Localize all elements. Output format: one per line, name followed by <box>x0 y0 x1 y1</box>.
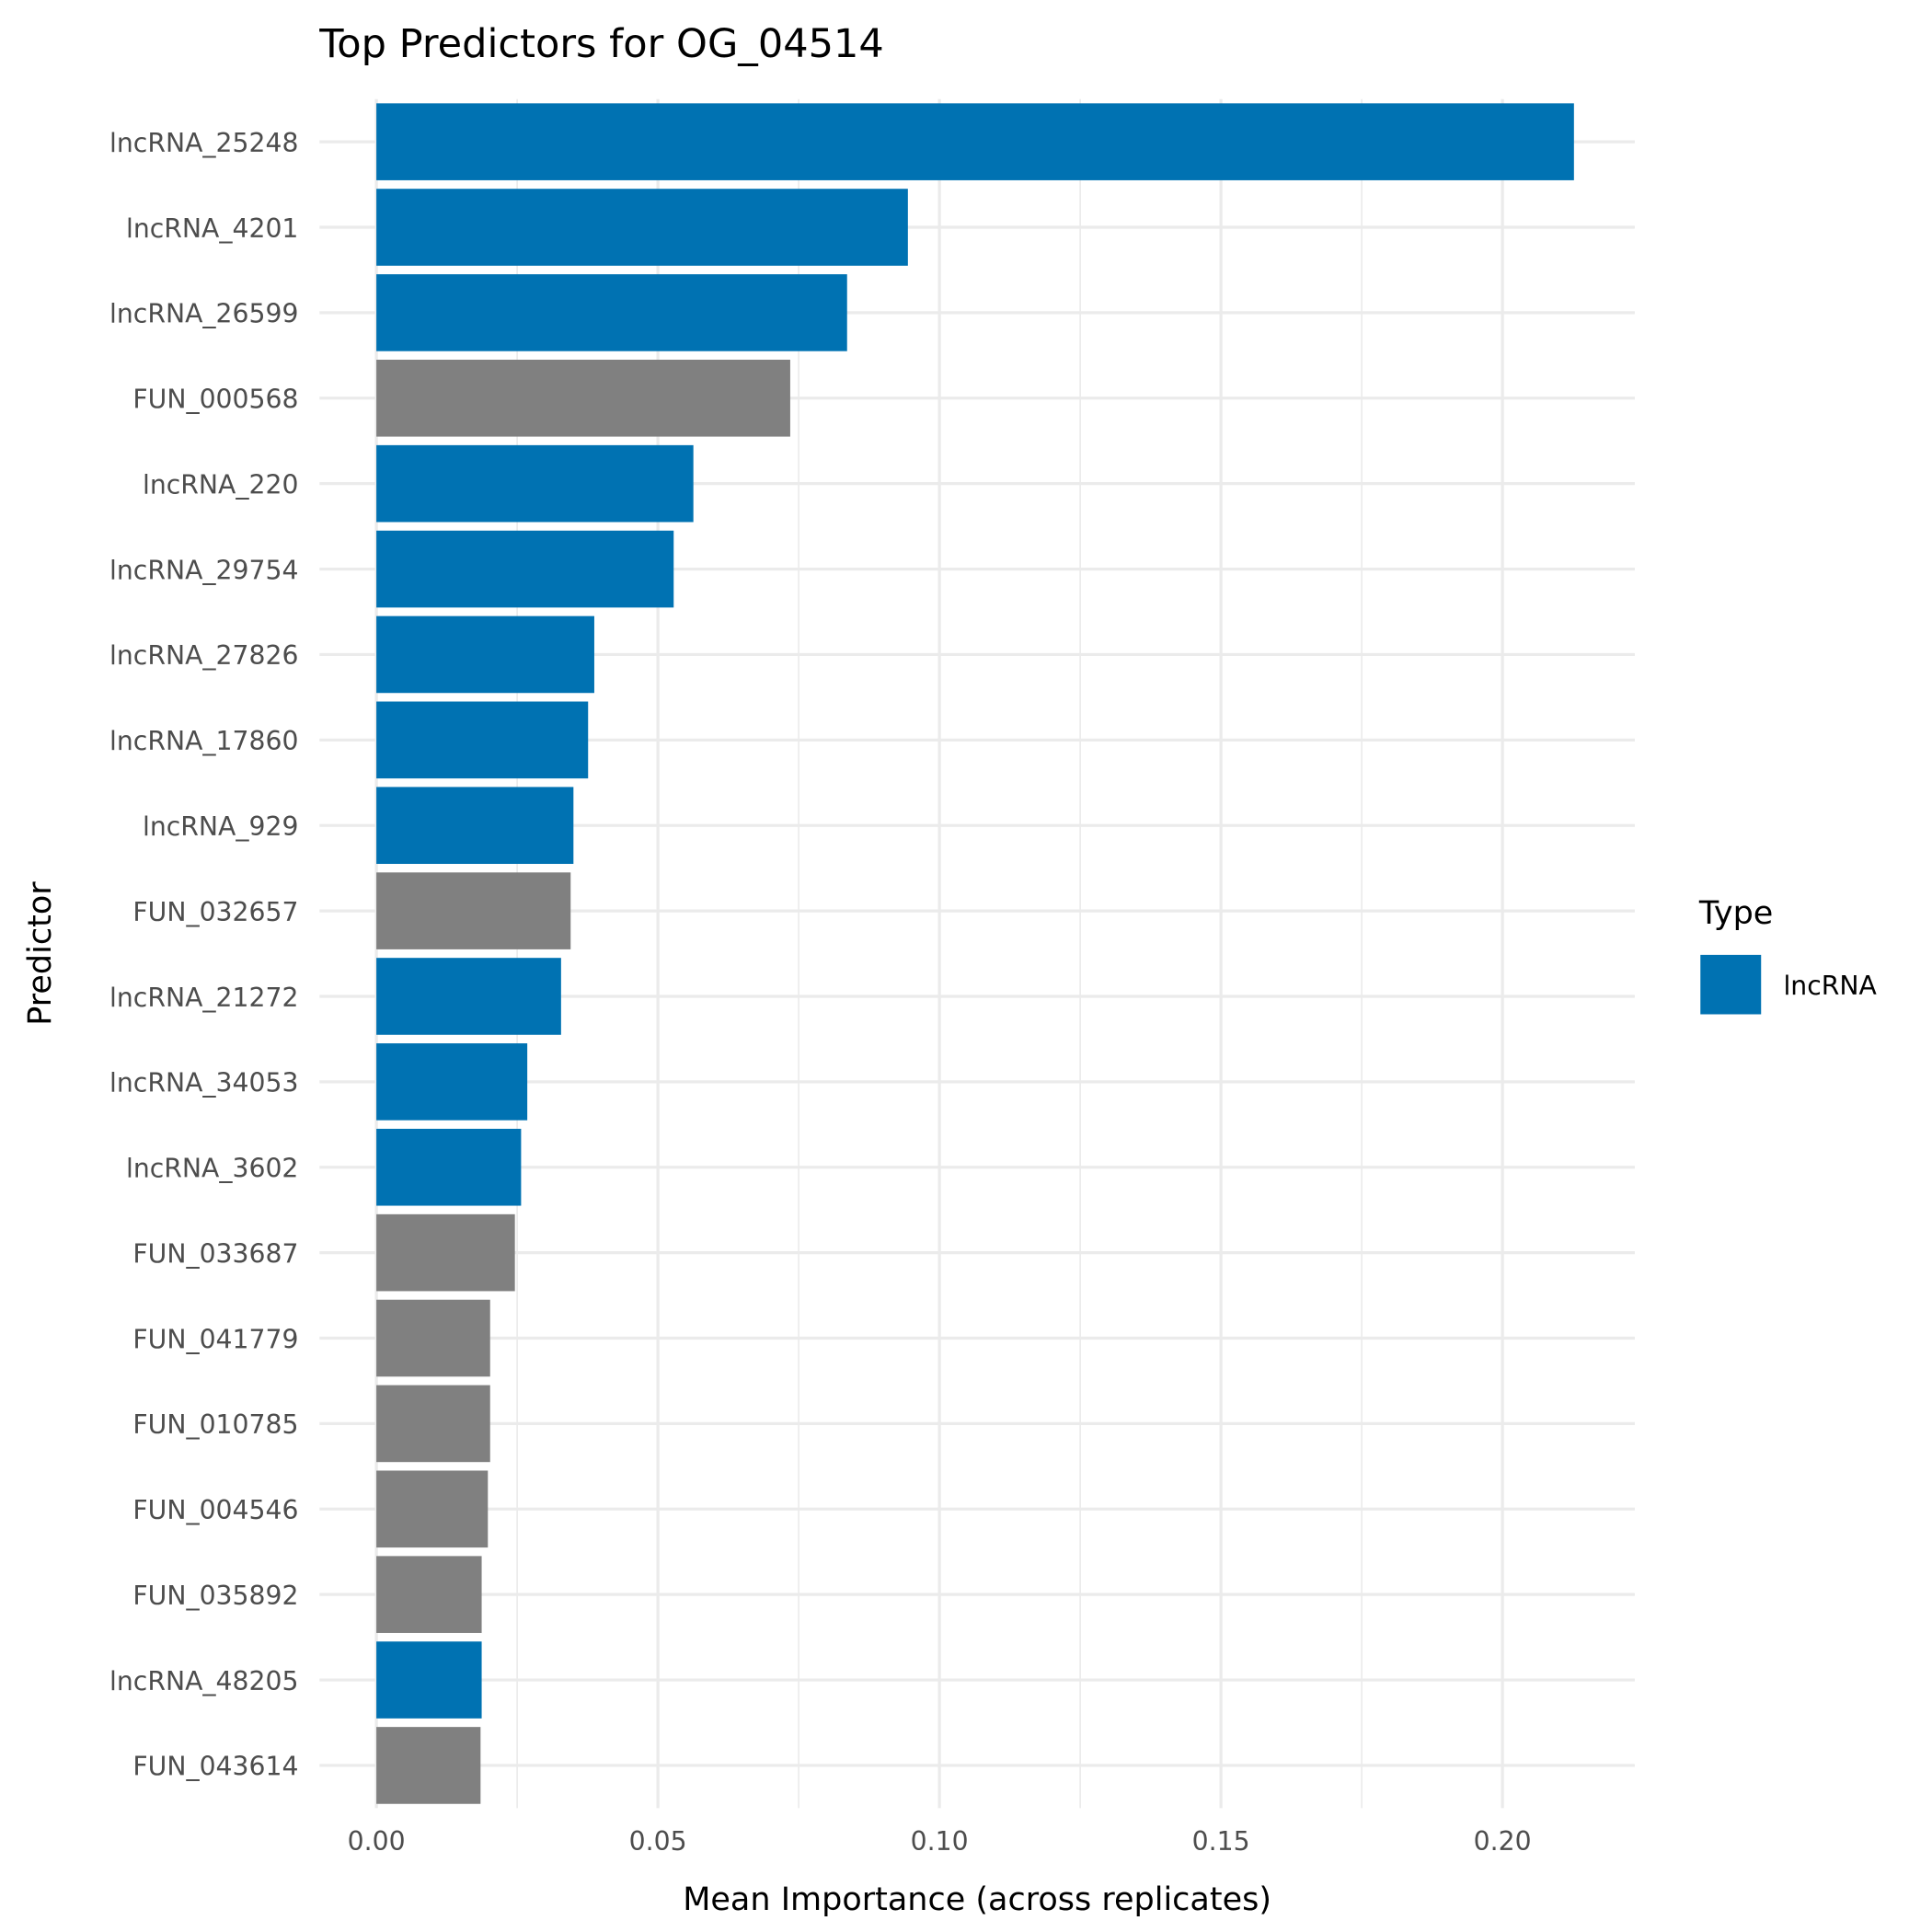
y-tick-label: lncRNA_29754 <box>109 555 298 585</box>
bar-FUN_033687 <box>376 1213 515 1292</box>
y-tick-label: lncRNA_3602 <box>126 1154 298 1184</box>
x-tick-label: 0.00 <box>348 1826 406 1857</box>
legend-title: Type <box>1698 895 1773 932</box>
x-tick-label: 0.05 <box>629 1826 687 1857</box>
bar-lncRNA_3602 <box>376 1128 522 1206</box>
y-tick-label: FUN_032657 <box>132 897 298 927</box>
y-tick-label: lncRNA_48205 <box>109 1666 298 1696</box>
bar-FUN_000568 <box>376 359 790 437</box>
bar-lncRNA_29754 <box>376 530 674 608</box>
bar-FUN_041779 <box>376 1299 490 1377</box>
bar-FUN_035892 <box>376 1556 482 1633</box>
bar-lncRNA_220 <box>376 444 694 523</box>
bar-lncRNA_25248 <box>376 103 1574 180</box>
legend-swatch-lncrna <box>1700 954 1762 1015</box>
y-tick-label: lncRNA_26599 <box>109 299 298 329</box>
chart-title: Top Predictors for OG_04514 <box>318 21 884 67</box>
y-tick-label: lncRNA_929 <box>143 811 298 842</box>
x-tick-label: 0.15 <box>1192 1826 1250 1857</box>
bar-lncRNA_27826 <box>376 615 594 694</box>
y-tick-label: FUN_010785 <box>132 1409 298 1440</box>
bar-lncRNA_929 <box>376 787 574 865</box>
bar-FUN_004546 <box>376 1470 489 1548</box>
bar-lncRNA_17860 <box>376 701 589 779</box>
bar-lncRNA_26599 <box>376 274 847 351</box>
bar-FUN_032657 <box>376 872 571 949</box>
y-tick-label: lncRNA_220 <box>143 469 298 500</box>
legend-label-lncrna: lncRNA <box>1783 971 1877 1001</box>
bars <box>376 103 1574 1804</box>
bar-lncRNA_4201 <box>376 189 908 266</box>
y-tick-labels: lncRNA_25248 lncRNA_4201 lncRNA_26599 FUN_0… <box>109 128 298 1782</box>
y-tick-label: FUN_000568 <box>132 385 298 415</box>
y-tick-label: lncRNA_4201 <box>126 213 298 244</box>
bar-lncRNA_21272 <box>376 958 561 1035</box>
bar-FUN_010785 <box>376 1385 490 1463</box>
y-tick-label: lncRNA_27826 <box>109 640 298 671</box>
x-axis-title: Mean Importance (across replicates) <box>683 1881 1271 1918</box>
y-tick-label: lncRNA_25248 <box>109 128 298 158</box>
y-tick-label: lncRNA_21272 <box>109 983 298 1013</box>
bar-lncRNA_48205 <box>376 1641 482 1719</box>
grid <box>319 98 1635 1809</box>
bar-FUN_043614 <box>376 1727 481 1804</box>
legend: Type lncRNA <box>1698 895 1878 1015</box>
bar-lncRNA_34053 <box>376 1043 528 1121</box>
x-tick-label: 0.20 <box>1474 1826 1532 1857</box>
y-tick-label: lncRNA_17860 <box>109 726 298 756</box>
x-tick-label: 0.10 <box>911 1826 969 1857</box>
x-tick-labels: 0.00 0.05 0.10 0.15 0.20 <box>348 1826 1532 1857</box>
y-axis-title: Predictor <box>22 881 59 1026</box>
y-tick-label: FUN_004546 <box>132 1495 298 1525</box>
y-tick-label: FUN_033687 <box>132 1238 298 1269</box>
y-tick-label: FUN_035892 <box>132 1581 298 1611</box>
y-tick-label: lncRNA_34053 <box>109 1068 298 1098</box>
y-tick-label: FUN_041779 <box>132 1324 298 1354</box>
y-tick-label: FUN_043614 <box>132 1752 298 1782</box>
